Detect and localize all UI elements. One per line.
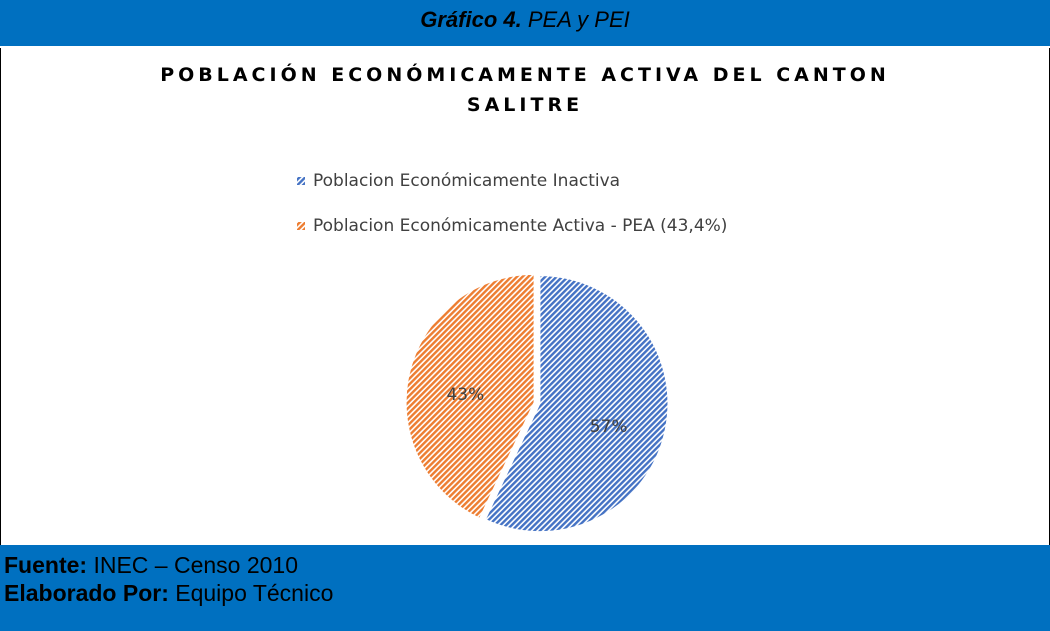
chart: Poblacion Económicamente Inactiva Poblaci… <box>297 171 727 533</box>
chart-title-box: POBLACIÓN ECONÓMICAMENTE ACTIVA DEL CANT… <box>0 60 1050 120</box>
data-label: 57% <box>590 417 628 437</box>
legend-swatch <box>297 222 305 230</box>
pie-slice <box>484 275 669 533</box>
author-line: Elaborado Por: Equipo Técnico <box>4 579 1050 607</box>
source-label: Fuente: <box>4 552 88 578</box>
author-label: Elaborado Por: <box>4 580 169 606</box>
footer-bar: Fuente: INEC – Censo 2010 Elaborado Por:… <box>0 545 1050 631</box>
legend-swatch <box>297 177 305 185</box>
chart-title: POBLACIÓN ECONÓMICAMENTE ACTIVA DEL CANT… <box>160 64 890 116</box>
source: INEC – Censo 2010 <box>93 552 299 578</box>
caption-label: Gráfico 4. <box>420 7 522 32</box>
author: Equipo Técnico <box>175 580 334 606</box>
pie-slice <box>405 273 535 519</box>
legend-label: Poblacion Económicamente Inactiva <box>313 171 620 191</box>
caption-bar: Gráfico 4. PEA y PEI <box>0 0 1050 48</box>
source-line: Fuente: INEC – Censo 2010 <box>4 551 1050 579</box>
legend-label: Poblacion Económicamente Activa - PEA (4… <box>313 216 727 236</box>
data-label: 43% <box>446 385 484 405</box>
caption-title: PEA y PEI <box>527 7 630 32</box>
